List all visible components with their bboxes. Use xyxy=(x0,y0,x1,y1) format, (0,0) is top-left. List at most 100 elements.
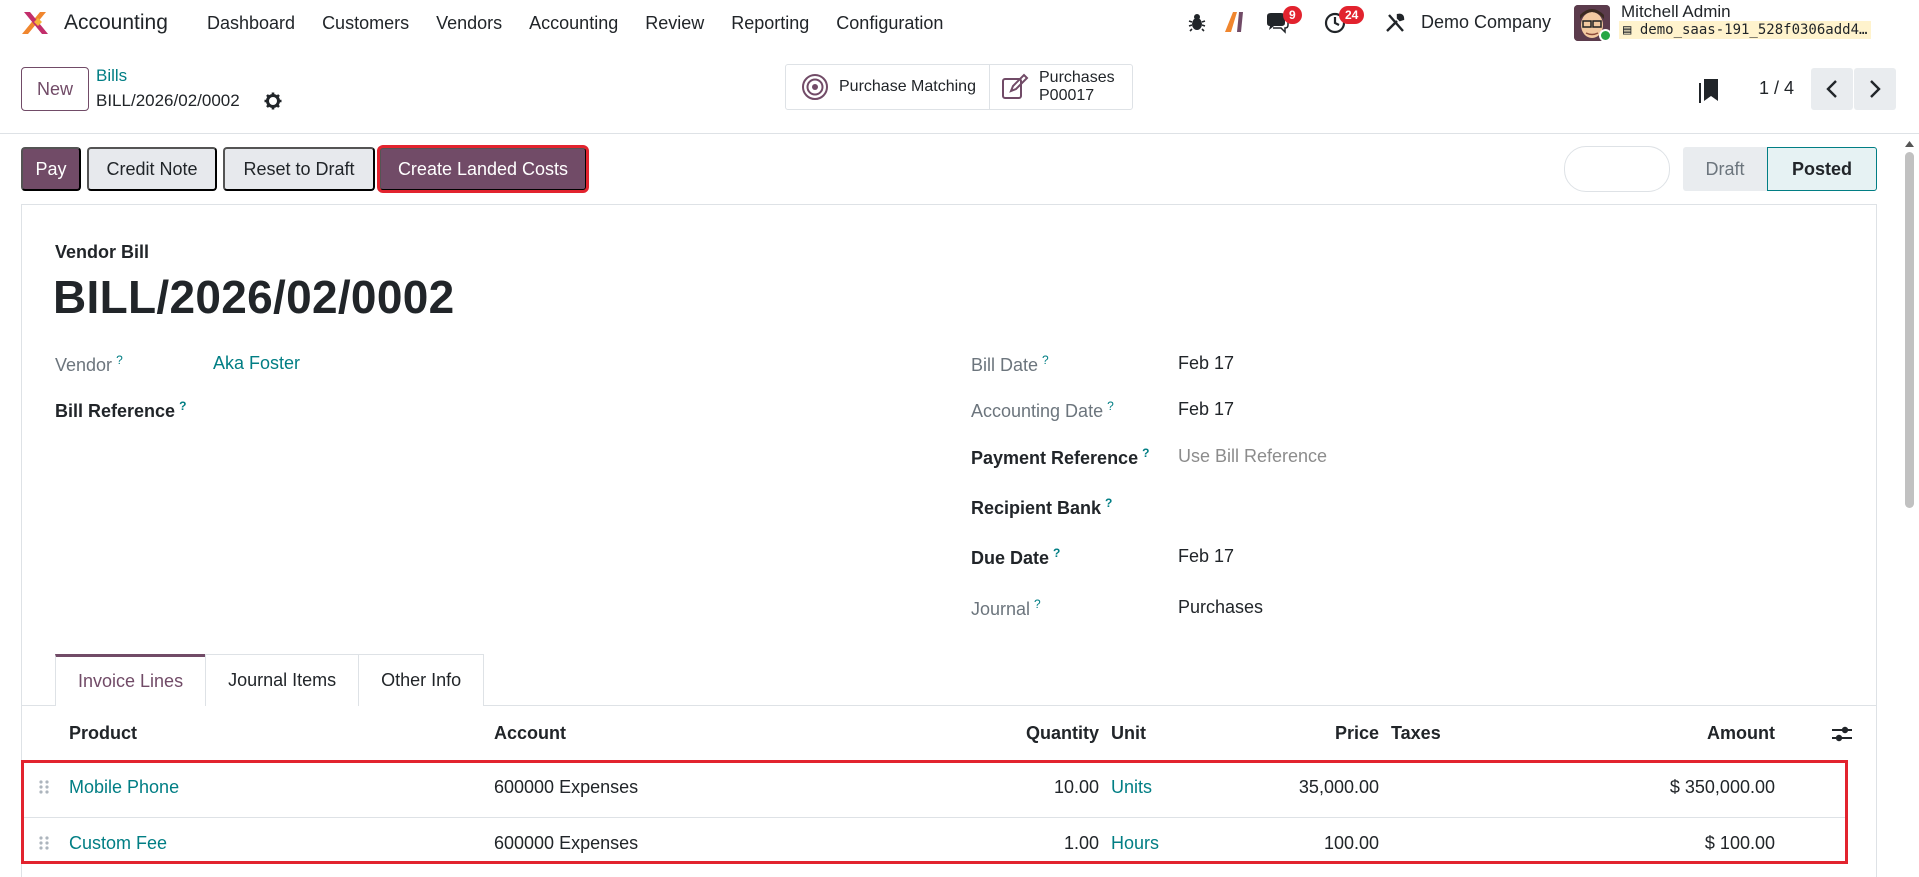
help-tooltip-icon[interactable]: ? xyxy=(1142,446,1150,460)
line-price[interactable]: 100.00 xyxy=(1323,833,1379,853)
line-account[interactable]: 600000 Expenses xyxy=(494,833,639,853)
recipient-bank-input[interactable] xyxy=(1178,496,1738,520)
bug-icon[interactable] xyxy=(1187,12,1207,32)
messages-icon[interactable] xyxy=(1265,12,1289,34)
column-header-product[interactable]: Product xyxy=(69,723,138,743)
purchases-smart-button[interactable]: Purchases P00017 xyxy=(990,65,1132,109)
drag-handle-icon[interactable] xyxy=(38,835,50,851)
accounting-date-label: Accounting Date? xyxy=(971,399,1114,422)
menu-item-reporting[interactable]: Reporting xyxy=(731,13,810,33)
bill-date-field[interactable]: Feb 17 xyxy=(1178,353,1235,373)
menu-item-configuration[interactable]: Configuration xyxy=(836,13,944,33)
create-landed-costs-button[interactable]: Create Landed Costs xyxy=(377,145,589,193)
tab-other-info[interactable]: Other Info xyxy=(358,654,485,706)
column-header-account[interactable]: Account xyxy=(494,723,566,743)
help-tooltip-icon[interactable]: ? xyxy=(1107,399,1114,413)
online-status-icon xyxy=(1599,29,1612,42)
line-unit[interactable]: Hours xyxy=(1111,833,1160,853)
menu-item-vendors[interactable]: Vendors xyxy=(436,13,503,33)
vendor-label: Vendor? xyxy=(55,353,123,376)
control-panel: New Bills BILL/2026/02/0002 Purchase Mat… xyxy=(0,46,1919,134)
due-date-field[interactable]: Feb 17 xyxy=(1178,546,1235,566)
user-name[interactable]: Mitchell Admin xyxy=(1621,2,1731,21)
credit-note-button[interactable]: Credit Note xyxy=(87,147,217,191)
recipient-bank-label-text: Recipient Bank xyxy=(971,498,1102,518)
activities-badge: 24 xyxy=(1339,6,1365,24)
bill-reference-label: Bill Reference? xyxy=(55,399,186,422)
column-header-quantity[interactable]: Quantity xyxy=(1025,723,1099,743)
scrollbar-thumb[interactable] xyxy=(1905,152,1914,508)
company-switcher[interactable]: Demo Company xyxy=(1421,12,1552,32)
ai-icon[interactable] xyxy=(1223,10,1249,34)
pager-previous-button[interactable] xyxy=(1811,68,1853,110)
column-header-amount[interactable]: Amount xyxy=(1707,723,1775,743)
journal-label-text: Journal xyxy=(971,599,1031,619)
row-separator xyxy=(24,817,1845,818)
pager-value[interactable]: 1 / 4 xyxy=(1759,78,1795,98)
journal-field[interactable]: Purchases xyxy=(1178,597,1264,617)
pay-button[interactable]: Pay xyxy=(21,147,81,191)
menu-item-customers[interactable]: Customers xyxy=(322,13,410,33)
help-tooltip-icon[interactable]: ? xyxy=(179,399,187,413)
menu-item-review[interactable]: Review xyxy=(645,13,705,33)
line-price[interactable]: 35,000.00 xyxy=(1298,777,1379,797)
accounting-date-field[interactable]: Feb 17 xyxy=(1178,399,1235,419)
purchases-smart-text: Purchases P00017 xyxy=(1039,69,1115,105)
scroll-up-icon[interactable] xyxy=(1904,140,1915,148)
tab-invoice-lines[interactable]: Invoice Lines xyxy=(55,654,207,706)
stage-draft[interactable]: Draft xyxy=(1683,147,1767,191)
edit-icon xyxy=(1002,73,1029,99)
due-date-label: Due Date? xyxy=(971,546,1060,569)
line-product[interactable]: Custom Fee xyxy=(69,833,168,853)
column-header-unit[interactable]: Unit xyxy=(1111,723,1146,743)
help-tooltip-icon[interactable]: ? xyxy=(1042,353,1049,367)
drag-handle-icon[interactable] xyxy=(38,779,50,795)
gear-icon[interactable] xyxy=(264,92,282,110)
tab-journal-items[interactable]: Journal Items xyxy=(205,654,360,706)
new-button[interactable]: New xyxy=(21,67,89,111)
app-name[interactable]: Accounting xyxy=(64,11,168,34)
bill-reference-input[interactable] xyxy=(213,399,913,423)
payment-reference-label-text: Payment Reference xyxy=(971,448,1139,468)
help-tooltip-icon[interactable]: ? xyxy=(116,353,123,367)
status-spacer xyxy=(1564,146,1670,192)
stage-posted[interactable]: Posted xyxy=(1767,147,1877,191)
recipient-bank-label: Recipient Bank? xyxy=(971,496,1112,519)
journal-label: Journal? xyxy=(971,597,1041,620)
optional-columns-icon[interactable] xyxy=(1831,724,1853,744)
column-header-price[interactable]: Price xyxy=(1334,723,1379,743)
column-header-taxes[interactable]: Taxes xyxy=(1391,723,1441,743)
pager-next-button[interactable] xyxy=(1854,68,1896,110)
payment-reference-input[interactable]: Use Bill Reference xyxy=(1178,446,1328,466)
reset-to-draft-button[interactable]: Reset to Draft xyxy=(223,147,375,191)
bookmark-icon[interactable] xyxy=(1698,77,1720,103)
menu-item-accounting[interactable]: Accounting xyxy=(529,13,619,33)
purchase-order-ref: P00017 xyxy=(1039,87,1095,104)
top-navbar: Accounting Dashboard Customers Vendors A… xyxy=(0,0,1919,46)
payment-reference-label: Payment Reference? xyxy=(971,446,1149,469)
line-unit[interactable]: Units xyxy=(1111,777,1153,797)
form-action-bar: Pay Credit Note Reset to Draft Create La… xyxy=(0,134,1919,204)
invoice-lines-highlight xyxy=(21,760,1848,864)
line-quantity[interactable]: 10.00 xyxy=(1053,777,1099,797)
tab-divider xyxy=(21,705,1877,706)
accounting-app-icon[interactable] xyxy=(20,8,50,38)
document-type-label: Vendor Bill xyxy=(55,242,150,262)
line-amount: $ 350,000.00 xyxy=(1669,777,1775,797)
purchase-matching-button[interactable]: Purchase Matching xyxy=(786,65,990,109)
vendor-field[interactable]: Aka Foster xyxy=(213,353,301,373)
line-product[interactable]: Mobile Phone xyxy=(69,777,180,797)
help-tooltip-icon[interactable]: ? xyxy=(1053,546,1061,560)
main-menu: Dashboard Customers Vendors Accounting R… xyxy=(207,13,970,34)
chevron-left-icon xyxy=(1826,80,1837,98)
tools-icon[interactable] xyxy=(1384,12,1406,34)
breadcrumb-bills[interactable]: Bills xyxy=(96,66,128,85)
line-quantity[interactable]: 1.00 xyxy=(1063,833,1099,853)
line-account[interactable]: 600000 Expenses xyxy=(494,777,639,797)
bill-number-title: BILL/2026/02/0002 xyxy=(53,271,455,323)
database-label: demo_saas-191_528f0306add4… xyxy=(1639,22,1868,38)
menu-item-dashboard[interactable]: Dashboard xyxy=(207,13,296,33)
help-tooltip-icon[interactable]: ? xyxy=(1105,496,1113,510)
chevron-right-icon xyxy=(1870,80,1881,98)
help-tooltip-icon[interactable]: ? xyxy=(1034,597,1041,611)
